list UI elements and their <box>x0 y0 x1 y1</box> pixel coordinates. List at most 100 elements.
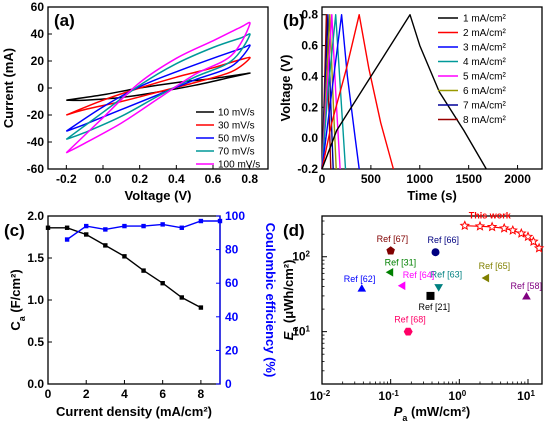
panel-d-xtick-label: 10-2 <box>310 389 331 404</box>
panel-b-series <box>321 14 487 170</box>
panel-d-ytick-exponent: 1 <box>306 324 311 333</box>
panel-b-ytick-label: 0.2 <box>301 100 318 114</box>
panel-b-ylabel: Voltage (V) <box>278 55 293 122</box>
panel-c-marker <box>198 218 204 224</box>
panel-a-ytick-label: 40 <box>31 27 45 41</box>
panel-d-ref-marker <box>386 246 395 255</box>
panel-a-cv-loop <box>65 44 251 132</box>
panel-d-xtick-label: 100 <box>448 389 466 404</box>
panel-c-y2tick-label: 80 <box>225 243 239 257</box>
panel-a-xtick-label: 0.2 <box>131 172 148 186</box>
panel-b-ytick-label: 0.0 <box>301 131 318 145</box>
panel-b-legend-label: 1 mA/cm² <box>463 14 506 25</box>
panel-c-y2tick-label: 0 <box>225 377 232 391</box>
panel-a-cv-loop <box>65 33 251 141</box>
panel-c-ytick-label: 1.0 <box>27 293 44 307</box>
panel-c-letter: (c) <box>4 221 25 240</box>
panel-d-this-work-marker <box>507 224 518 235</box>
panel-c-marker <box>103 243 108 248</box>
panel-d-ref-label: Ref [65] <box>479 261 511 271</box>
panel-c-ylabel-sub: a <box>17 315 27 321</box>
panel-a-legend-label: 70 mV/s <box>218 147 255 158</box>
panel-d-this-work-label: This work <box>469 211 512 221</box>
panel-c-marker <box>64 225 70 230</box>
panel-c-xtick-label: 2 <box>83 387 90 401</box>
panel-b-xlabel: Time (s) <box>407 188 457 203</box>
panel-a-xlabel: Voltage (V) <box>125 188 192 203</box>
panel-b-legend-label: 4 mA/cm² <box>463 57 506 68</box>
panel-b-charge-discharge: 0 500 1000 1500 2000 -0.2 0.0 0.2 0.4 0.6 0.8 1 mA… <box>278 6 543 203</box>
panel-c-marker <box>84 232 89 237</box>
panel-c-y2tick-label: 60 <box>225 276 239 290</box>
panel-d-xtick-exponent: 0 <box>462 389 467 398</box>
panel-c-marker <box>141 223 146 229</box>
panel-d-ref-label: Ref [21] <box>418 302 450 312</box>
panel-c-marker <box>198 305 204 310</box>
panel-c-ytick-label: 0.5 <box>27 335 44 349</box>
panel-b-xtick-label: 1000 <box>406 172 433 186</box>
panel-d-ref-marker <box>426 291 435 300</box>
panel-a-cv-loop <box>66 56 251 116</box>
panel-d-this-work-marker <box>498 222 510 233</box>
panel-c-xtick-label: 4 <box>121 387 128 401</box>
panel-c-marker <box>160 222 165 227</box>
panel-b-legend: 1 mA/cm² 2 mA/cm² 3 mA/cm² 4 mA/cm² 5 mA/cm²… <box>438 14 506 126</box>
panel-c-marker <box>160 281 165 286</box>
panel-a-xtick-label: 0.0 <box>95 172 112 186</box>
panel-b-gcd-curve <box>321 14 360 170</box>
panel-c-marker <box>84 223 89 229</box>
panel-c-marker <box>217 218 223 224</box>
panel-b-ytick-label: 0.8 <box>301 8 318 22</box>
panel-d-ref-marker <box>397 281 406 291</box>
panel-d-ref-marker <box>481 273 490 283</box>
panel-d-ref-label: Ref [58] <box>510 281 542 291</box>
panel-d-xlabel: Pa (mW/cm²) <box>394 404 471 423</box>
panel-d-this-work-marker <box>528 236 539 246</box>
panel-b-frame <box>321 6 543 170</box>
panel-d-ref-label: Ref [66] <box>428 235 460 245</box>
panel-b-legend-label: 8 mA/cm² <box>463 115 506 126</box>
panel-c-xtick-label: 8 <box>198 387 205 401</box>
panel-a-xtick-label: 0.6 <box>205 172 222 186</box>
panel-a-ytick-label: 60 <box>31 0 45 14</box>
panel-a-legend-label: 50 mV/s <box>218 134 255 145</box>
panel-d-ref-label: Ref [64] <box>403 270 435 280</box>
panel-d-ref-label: Ref [63] <box>431 270 463 280</box>
panel-b-xtick-label: 2000 <box>504 172 531 186</box>
panel-b-ytick-label: 0.4 <box>301 69 318 83</box>
panel-d-ref-label: Ref [62] <box>344 274 376 284</box>
panel-a-series <box>65 21 251 154</box>
panel-a-legend-label: 100 mV/s <box>218 160 260 171</box>
panel-b-xtick-label: 1500 <box>455 172 482 186</box>
panel-d-ref-marker <box>403 327 413 336</box>
panel-a-legend-label: 10 mV/s <box>218 108 255 119</box>
panel-a-ytick-label: -60 <box>27 162 45 176</box>
panel-c-marker <box>179 295 184 300</box>
panel-d-ref-label: Ref [31] <box>385 257 417 267</box>
panel-a-legend-label: 30 mV/s <box>218 121 255 132</box>
panel-c-ytick-label: 1.5 <box>27 251 44 265</box>
panel-b-ticks: 0 500 1000 1500 2000 -0.2 0.0 0.2 0.4 0.6 0.8 <box>297 8 531 186</box>
panel-d-ylabel-rest: (μWh/cm²) <box>281 260 296 327</box>
panel-c-marker <box>103 227 108 232</box>
panel-c-capacitance-efficiency: 0 2 4 6 8 0.0 0.5 1.0 1.5 2.0 0 20 40 60 80 100 (c) Cur… <box>4 209 278 419</box>
panel-b-gcd-curve <box>321 14 395 170</box>
panel-c-series-line <box>48 227 202 309</box>
panel-c-marker <box>122 254 127 259</box>
panel-a-ytick-label: 0 <box>37 81 44 95</box>
panel-b-legend-label: 2 mA/cm² <box>463 28 506 39</box>
panel-d-xlabel-main: P <box>394 404 403 419</box>
panel-a-ytick-label: 20 <box>31 54 45 68</box>
panel-d-this-work-marker <box>474 220 486 231</box>
panel-d-xlabel-rest: (mW/cm²) <box>407 404 470 419</box>
panel-c-ytick-label: 0.0 <box>27 377 44 391</box>
panel-b-gcd-curve <box>321 14 487 170</box>
panel-c-marker <box>64 237 70 242</box>
panel-d-this-work-marker <box>486 221 498 232</box>
panel-a-xtick-label: 0.8 <box>241 172 258 186</box>
panel-c-ylabel-main: C <box>8 321 23 331</box>
panel-d-ytick-exponent: 2 <box>306 249 311 258</box>
panel-b-legend-label: 7 mA/cm² <box>463 101 506 112</box>
panel-d-series: This work Ref [67] Ref [66] Ref [31] Ref [62… <box>344 211 545 336</box>
